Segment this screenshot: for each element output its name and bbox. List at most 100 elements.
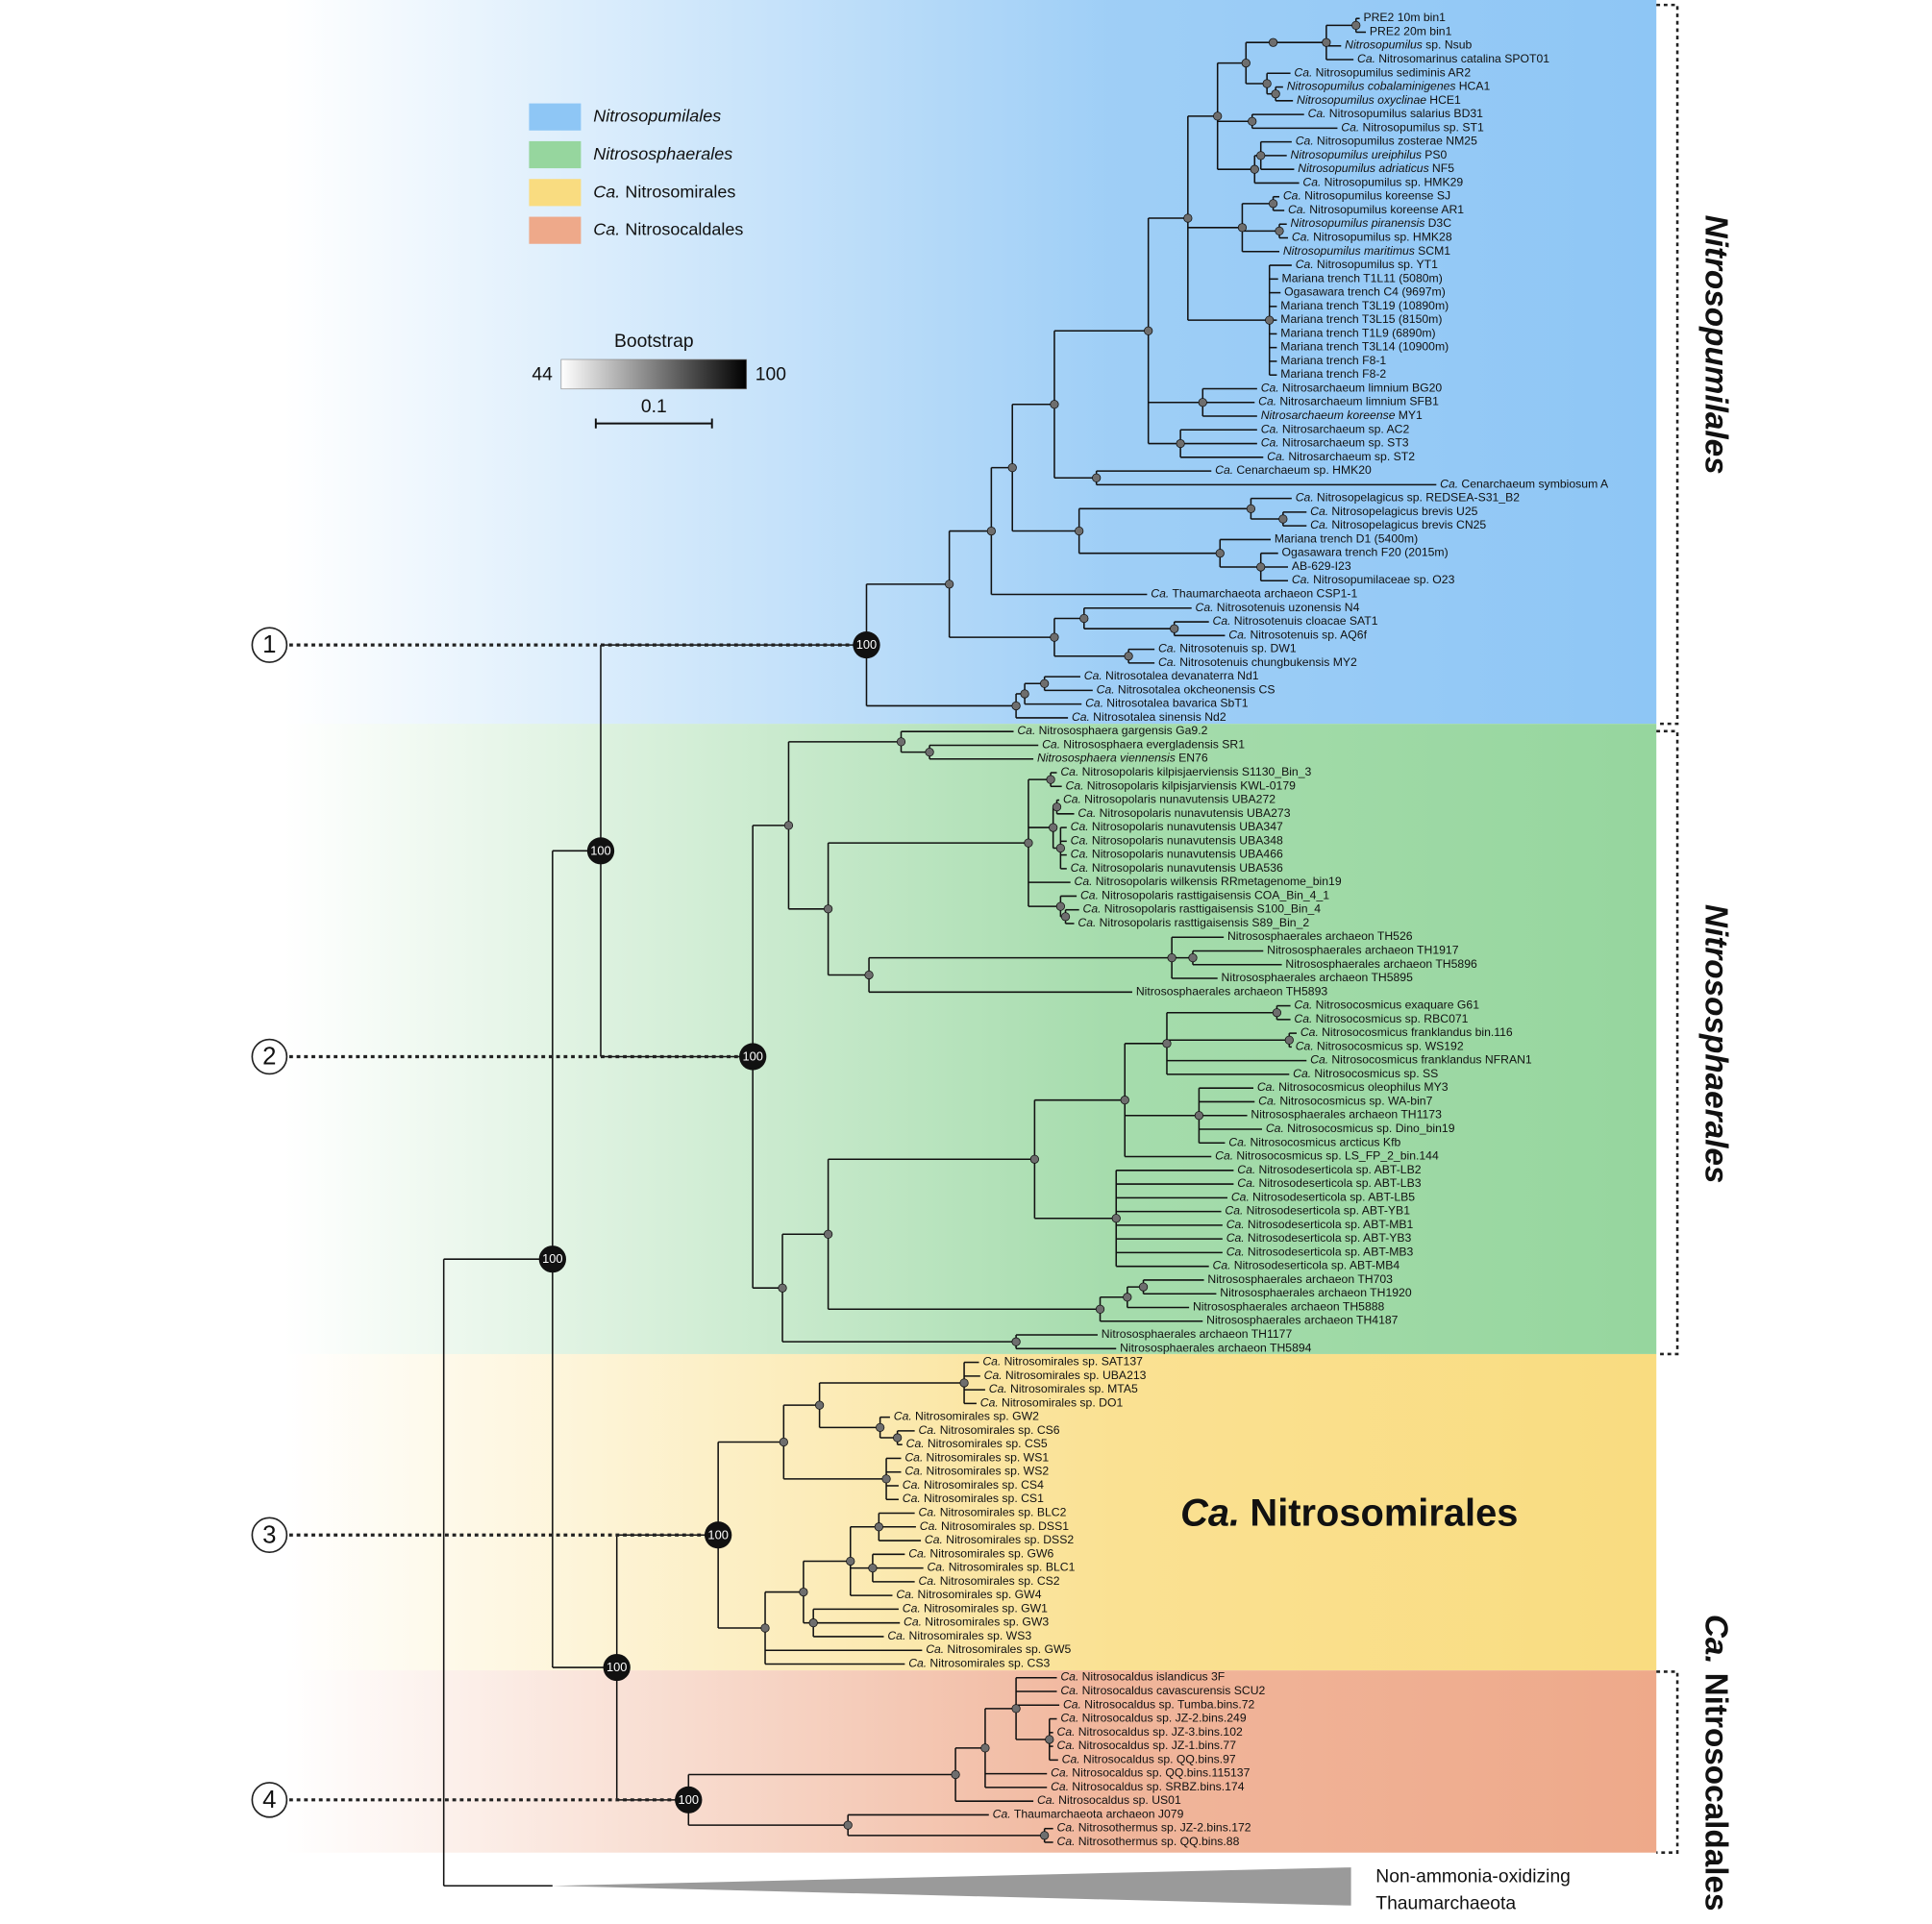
- leaf-label: Ca. Nitrosomirales sp. CS5: [906, 1437, 1048, 1450]
- leaf-label: Ca. Nitrosocaldus sp. QQ.bins.115137: [1051, 1766, 1251, 1780]
- marker-number: 4: [262, 1787, 276, 1813]
- node-dot: [1011, 1337, 1021, 1346]
- leaf-label-text: Nitrosodeserticola sp. ABT-MB3: [1248, 1246, 1414, 1259]
- support-node: [675, 1786, 703, 1813]
- node-dot: [1138, 1282, 1149, 1292]
- leaf-label: Ca. Nitrosomirales sp. DSS2: [925, 1533, 1074, 1546]
- leaf-label-text: Nitrososphaerales archaeon TH1917: [1267, 944, 1459, 957]
- order-label: Nitrososphaerales: [1698, 904, 1734, 1184]
- leaf-label: Nitrosopumilus cobalaminigenes HCA1: [1287, 80, 1491, 93]
- outgroup-label: Non-ammonia-oxidizing: [1375, 1866, 1571, 1887]
- leaf-label: Nitrososphaera viennensis EN76: [1037, 752, 1208, 765]
- leaf-label-text: Nitrosocosmicus sp. LS_FP_2_bin.144: [1236, 1149, 1439, 1163]
- leaf-label-italic: Ca.: [1062, 1753, 1080, 1766]
- band-label-italic: Ca.: [1180, 1492, 1240, 1534]
- leaf-label-text: Mariana trench F8-2: [1280, 367, 1386, 381]
- leaf-label: Mariana trench F8-2: [1280, 367, 1386, 381]
- node-dot: [1124, 652, 1133, 661]
- legend-label-text: Nitrosomirales: [625, 182, 735, 201]
- leaf-label: Nitrososphaerales archaeon TH526: [1227, 929, 1413, 943]
- leaf-label: Ca. Nitrosocosmicus franklandus NFRAN1: [1310, 1053, 1532, 1067]
- leaf-label-text: Nitrosocosmicus sp. Dino_bin19: [1287, 1122, 1455, 1135]
- leaf-label-text: Cenarchaeum sp. HMK20: [1236, 463, 1372, 477]
- leaf-label-text: Nitrososphaera evergladensis SR1: [1063, 738, 1245, 752]
- leaf-label-text: Nitrosopumilus koreense SJ: [1304, 189, 1450, 203]
- node-dot: [814, 1400, 825, 1410]
- leaf-label: Ca. Thaumarchaeota archaeon J079: [993, 1808, 1184, 1821]
- outgroup-label: Thaumarchaeota: [1375, 1894, 1516, 1914]
- leaf-label: Ca. Nitrosothermus sp. QQ.bins.88: [1057, 1835, 1240, 1848]
- leaf-label-italic: Ca.: [1310, 505, 1328, 518]
- leaf-label-text: Nitrosotalea devanaterra Nd1: [1105, 669, 1259, 682]
- leaf-label: Ca. Nitrosopolaris kilpisjaerviensis S113…: [1060, 765, 1311, 778]
- leaf-label-text: Nitrosopolaris nunavutensis UBA466: [1092, 848, 1283, 861]
- leaf-label-italic: Ca.: [894, 1410, 912, 1423]
- leaf-label-text: Nitrosopelagicus brevis U25: [1331, 505, 1477, 518]
- leaf-label: Ogasawara trench F20 (2015m): [1282, 546, 1449, 559]
- leaf-label: Ca. Nitrosopumilus sp. ST1: [1341, 121, 1484, 135]
- leaf-label: Ca. Nitrosodeserticola sp. ABT-LB5: [1231, 1191, 1415, 1204]
- leaf-label: Ca. Nitrosodeserticola sp. ABT-YB1: [1225, 1204, 1410, 1218]
- leaf-label: Ca. Nitrosopumilus zosterae NM25: [1296, 135, 1477, 148]
- leaf-label: Ca. Nitrososphaera gargensis Ga9.2: [1017, 724, 1207, 737]
- node-dot: [1011, 1704, 1021, 1714]
- band-nitrosomirales: [284, 1353, 1657, 1671]
- leaf-label-italic: Nitrosarchaeum koreense: [1261, 408, 1396, 422]
- leaf-label: Ca. Nitrosocosmicus franklandus bin.116: [1300, 1025, 1513, 1039]
- node-dot: [945, 580, 954, 589]
- node-dot: [760, 1623, 770, 1633]
- leaf-label-text: Nitrosopolaris nunavutensis UBA347: [1092, 820, 1283, 833]
- node-dot: [778, 1283, 787, 1293]
- node-dot: [1183, 213, 1193, 223]
- leaf-label-text: Nitrosomirales sp. CS5: [928, 1437, 1048, 1450]
- node-dot: [1050, 400, 1059, 409]
- leaf-label: Ca. Nitrosomirales sp. CS2: [918, 1574, 1059, 1588]
- scale-bar-label: 0.1: [641, 397, 667, 417]
- node-dot: [783, 821, 794, 830]
- leaf-label-italic: Ca.: [1267, 450, 1285, 463]
- leaf-label-text: Nitrosomirales sp. CS4: [924, 1478, 1044, 1492]
- node-dot: [1188, 953, 1198, 963]
- support-node: [603, 1653, 631, 1682]
- leaf-label-italic: Ca.: [1215, 463, 1233, 477]
- leaf-label: Ca. Nitrosopelagicus brevis CN25: [1310, 518, 1486, 531]
- leaf-label-italic: Ca.: [1083, 902, 1102, 916]
- leaf-label: Ca. Nitrosomirales sp. GW5: [926, 1642, 1071, 1656]
- leaf-label-text: Nitrosocaldus sp. Tumba.bins.72: [1084, 1698, 1254, 1712]
- leaf-label: Nitrosopumilus oxyclinae HCE1: [1297, 93, 1461, 107]
- leaf-label-text: Nitrosocaldus sp. JZ-3.bins.102: [1078, 1725, 1243, 1739]
- leaf-label-text: Nitrosopumilus sediminis AR2: [1316, 66, 1472, 80]
- node-dot: [959, 1378, 969, 1388]
- leaf-label-text: Nitrosocaldus islandicus 3F: [1082, 1670, 1226, 1684]
- node-dot: [1278, 514, 1288, 524]
- leaf-label-text: Mariana trench T1L9 (6890m): [1280, 327, 1435, 340]
- leaf-label: Nitrosopumilus maritimus SCM1: [1283, 244, 1450, 258]
- leaf-label-text: Nitrosopumilus sp. YT1: [1317, 258, 1438, 271]
- leaf-label: AB-629-I23: [1292, 559, 1351, 573]
- leaf-label-text: Nitrosocaldus sp. US01: [1058, 1793, 1181, 1807]
- leaf-label: Ca. Nitrosocosmicus sp. LS_FP_2_bin.144: [1215, 1149, 1439, 1163]
- leaf-label-text: Nitrosocosmicus sp. RBC071: [1316, 1012, 1469, 1025]
- leaf-label-text: Ogasawara trench C4 (9697m): [1284, 285, 1446, 299]
- leaf-label-text: Nitrososphaerales archaeon TH5893: [1136, 985, 1328, 999]
- leaf-label-text: PRE2 10m bin1: [1363, 11, 1446, 24]
- legend-label-italic: Nitrososphaerales: [593, 144, 732, 163]
- leaf-label-text: Nitrosopolaris nunavutensis UBA536: [1092, 861, 1283, 875]
- leaf-label-text: Nitrosomirales sp. CS2: [940, 1574, 1060, 1588]
- node-dot: [1167, 953, 1177, 963]
- node-dot: [896, 737, 906, 747]
- leaf-label-italic: Ca.: [1296, 135, 1314, 148]
- leaf-label-italic: Ca.: [1302, 176, 1321, 189]
- leaf-label: Nitrososphaerales archaeon TH5888: [1193, 1300, 1385, 1314]
- bootstrap-title: Bootstrap: [614, 332, 694, 352]
- node-dot: [986, 526, 996, 536]
- leaf-label-italic: Ca.: [1341, 121, 1359, 135]
- leaf-label-text: PRE2 20m bin1: [1370, 25, 1452, 38]
- leaf-label: Ca. Nitrosomirales sp. DSS1: [920, 1519, 1069, 1533]
- node-dot: [1040, 678, 1050, 688]
- node-dot: [1250, 164, 1259, 174]
- leaf-label-italic: Nitrosopumilus ureiphilus: [1291, 148, 1422, 161]
- leaf-label-text: Nitrosotenuis sp. DW1: [1179, 642, 1297, 655]
- support-label: 100: [707, 1527, 728, 1542]
- bracket: [1656, 729, 1679, 1356]
